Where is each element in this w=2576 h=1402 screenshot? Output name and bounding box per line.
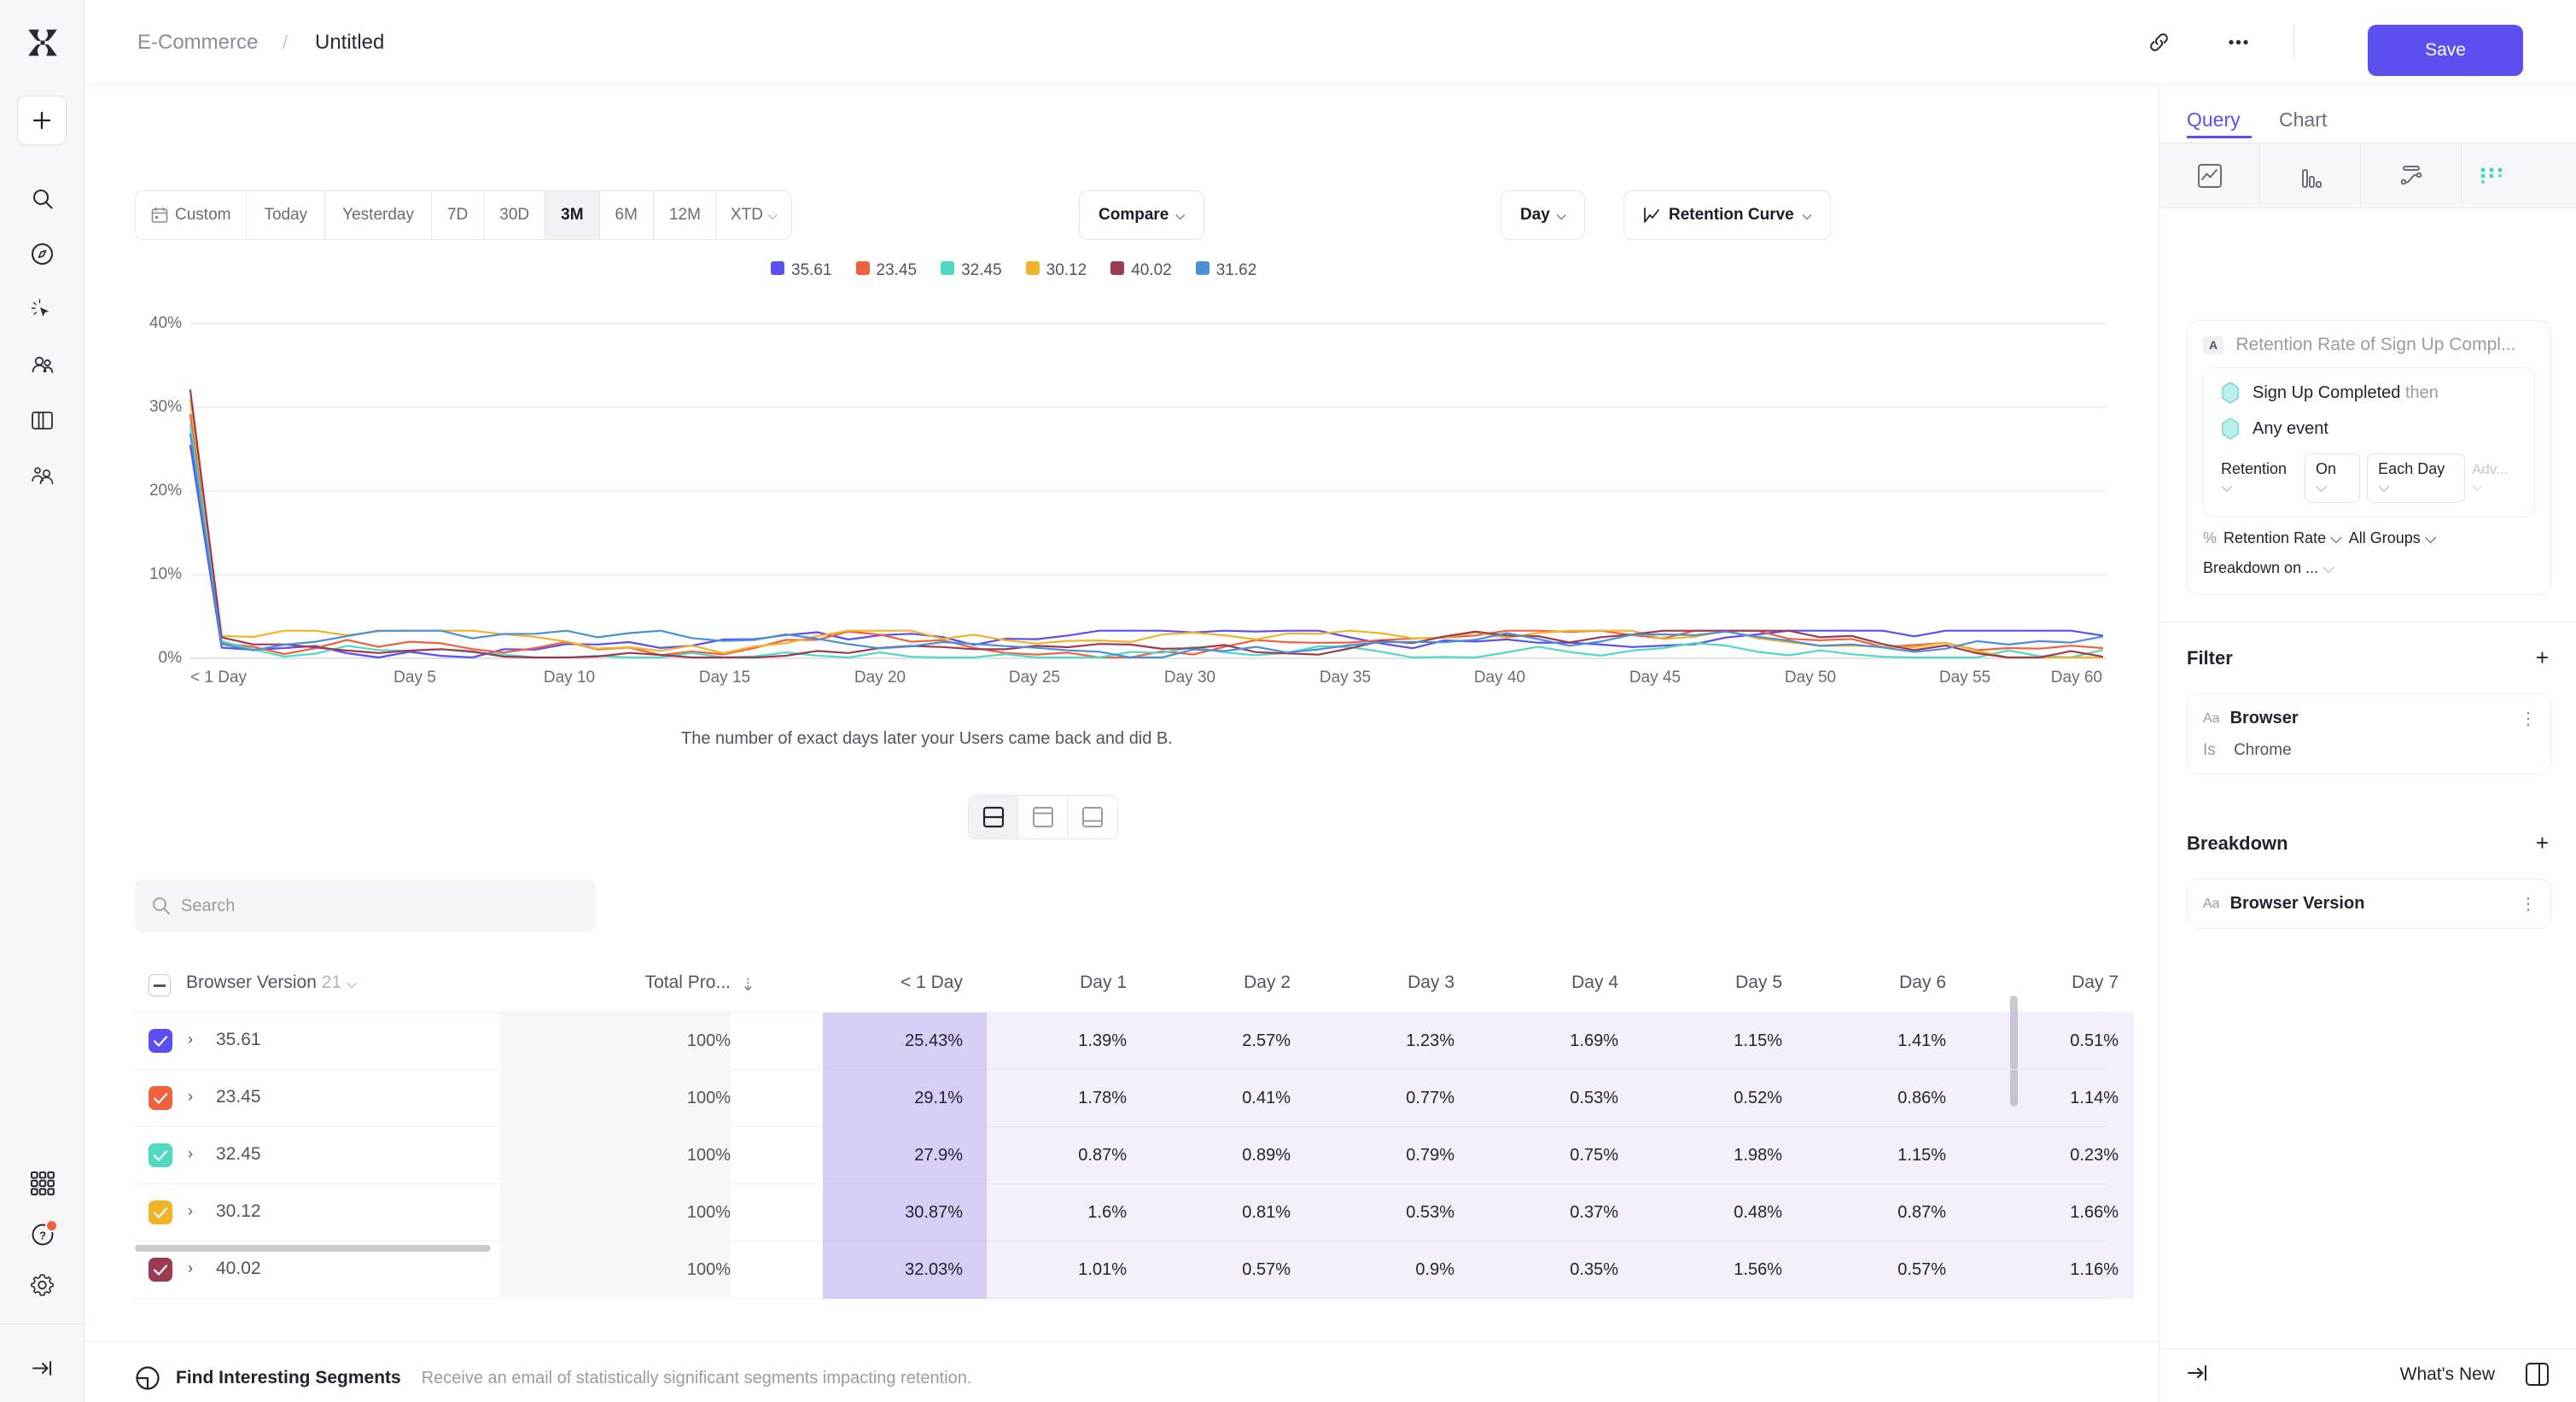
svg-text:< 1 Day: < 1 Day [190,669,248,686]
svg-text:0%: 0% [159,649,183,667]
svg-text:40%: 40% [149,315,182,332]
svg-text:10%: 10% [149,565,182,583]
svg-text:Day 35: Day 35 [1320,669,1371,686]
svg-text:20%: 20% [149,482,182,499]
svg-text:?: ? [39,1229,46,1241]
svg-text:Day 40: Day 40 [1474,669,1525,686]
svg-text:Day 5: Day 5 [393,669,436,686]
svg-text:Day 10: Day 10 [544,669,595,686]
svg-text:Day 45: Day 45 [1629,669,1681,686]
svg-text:30%: 30% [149,398,182,416]
svg-text:Day 55: Day 55 [1939,669,1990,686]
svg-text:Day 50: Day 50 [1785,669,1836,686]
svg-text:Day 25: Day 25 [1009,669,1060,686]
svg-text:Day 60: Day 60 [2051,669,2102,686]
svg-text:Day 20: Day 20 [854,669,906,686]
svg-text:Day 30: Day 30 [1164,669,1215,686]
svg-text:Day 15: Day 15 [699,669,750,686]
